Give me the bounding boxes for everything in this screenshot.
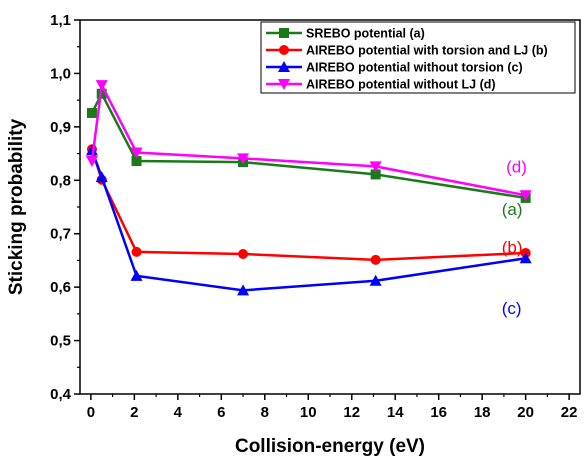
data-point bbox=[369, 274, 382, 286]
data-point bbox=[370, 169, 381, 180]
data-point bbox=[519, 252, 532, 264]
data-point bbox=[279, 28, 289, 38]
legend-label: AIREBO potential without torsion (c) bbox=[306, 61, 523, 75]
series-annotation: (c) bbox=[502, 299, 522, 318]
data-point bbox=[278, 61, 290, 72]
y-tick-label: 0,8 bbox=[50, 172, 71, 189]
x-axis-label: Collision-energy (eV) bbox=[235, 436, 425, 457]
series-annotation: (d) bbox=[506, 157, 527, 176]
data-point bbox=[131, 156, 142, 167]
y-tick-label: 0,6 bbox=[50, 279, 71, 296]
legend-item: AIREBO potential with torsion and LJ (b) bbox=[266, 44, 548, 58]
data-point bbox=[519, 190, 532, 202]
annotation-layer: (d) (a) (b) (c) bbox=[502, 157, 527, 318]
series-line bbox=[90, 149, 526, 292]
legend: SREBO potential (a) AIREBO potential with… bbox=[260, 21, 576, 94]
series-0 bbox=[86, 88, 531, 203]
y-tick-label: 0,4 bbox=[50, 386, 72, 403]
x-tick-label: 14 bbox=[387, 404, 404, 421]
x-tick-label: 12 bbox=[343, 404, 360, 421]
legend-label: AIREBO potential without LJ (d) bbox=[306, 78, 496, 92]
y-tick-label: 1,0 bbox=[50, 65, 71, 82]
legend-label: SREBO potential (a) bbox=[306, 27, 425, 41]
y-axis-label: Sticking probability bbox=[6, 118, 27, 295]
y-tick-label: 0,9 bbox=[50, 119, 71, 136]
series-3 bbox=[85, 80, 532, 202]
x-tick-label: 8 bbox=[261, 404, 269, 421]
y-tick-label: 1,1 bbox=[50, 12, 71, 29]
data-point bbox=[279, 45, 289, 55]
data-point bbox=[237, 284, 250, 296]
x-tick-label: 20 bbox=[517, 404, 534, 421]
axes-layer: 0 2 4 6 8 10 12 14 16 18 20 22 0,4 0,5 0,6 0,7 0,8 0,9 1,0… bbox=[50, 12, 577, 421]
data-point bbox=[130, 269, 143, 281]
data-point bbox=[95, 80, 108, 92]
y-tick-label: 0,7 bbox=[50, 226, 71, 243]
data-point bbox=[237, 153, 250, 165]
x-tick-label: 16 bbox=[430, 404, 447, 421]
data-point bbox=[131, 246, 142, 257]
series-annotation: (a) bbox=[502, 200, 523, 219]
series-annotation: (b) bbox=[502, 238, 523, 257]
x-tick-label: 22 bbox=[561, 404, 578, 421]
data-point bbox=[85, 144, 98, 156]
legend-item: AIREBO potential without LJ (d) bbox=[266, 78, 496, 92]
data-point bbox=[86, 107, 97, 118]
data-point bbox=[369, 161, 382, 173]
data-point bbox=[95, 171, 108, 183]
series-line bbox=[90, 148, 526, 262]
x-tick-label: 2 bbox=[130, 404, 138, 421]
series-2 bbox=[85, 144, 532, 296]
series-layer bbox=[85, 80, 532, 296]
data-point bbox=[370, 254, 381, 265]
legend-box bbox=[260, 21, 576, 94]
y-tick-label: 0,5 bbox=[50, 333, 71, 350]
x-tick-label: 4 bbox=[174, 404, 183, 421]
data-point bbox=[278, 79, 290, 90]
legend-label: AIREBO potential with torsion and LJ (b) bbox=[306, 44, 548, 58]
data-point bbox=[238, 249, 249, 260]
legend-item: SREBO potential (a) bbox=[266, 27, 425, 41]
data-point bbox=[130, 147, 143, 159]
x-tick-label: 18 bbox=[474, 404, 491, 421]
x-tick-label: 6 bbox=[217, 404, 225, 421]
x-tick-label: 10 bbox=[300, 404, 317, 421]
legend-item: AIREBO potential without torsion (c) bbox=[266, 61, 523, 75]
data-point bbox=[85, 156, 98, 168]
x-tick-label: 0 bbox=[87, 404, 95, 421]
series-line bbox=[90, 81, 526, 197]
